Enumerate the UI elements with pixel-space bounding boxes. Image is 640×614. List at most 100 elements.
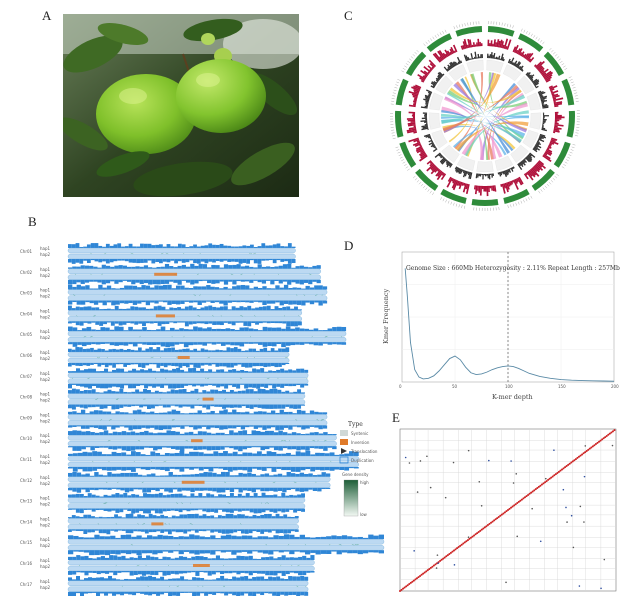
density-bar	[212, 472, 217, 477]
density-bar	[339, 454, 345, 456]
circos-gene-bar	[483, 185, 485, 192]
density-bar	[270, 267, 275, 269]
density-bar	[116, 467, 122, 470]
density-bar	[115, 349, 120, 352]
circos-tick	[504, 23, 506, 27]
collinear-point	[500, 513, 503, 516]
density-bar	[228, 369, 233, 373]
circos-gene-bar	[535, 163, 544, 171]
density-bar	[244, 265, 250, 269]
density-bar	[305, 550, 311, 555]
density-bar	[202, 431, 207, 436]
circos-gene-bar	[506, 39, 512, 50]
circos-repeat-bar	[470, 58, 472, 60]
density-bar	[183, 514, 188, 519]
circos-gene-bar	[517, 48, 523, 55]
density-bar	[184, 467, 190, 469]
density-bar	[171, 425, 176, 428]
collinear-point	[528, 492, 531, 495]
density-bar	[177, 265, 182, 269]
density-bar	[257, 536, 263, 540]
density-bar	[102, 425, 107, 430]
density-bar	[90, 363, 94, 365]
density-bar	[262, 411, 267, 415]
density-bar	[158, 391, 163, 394]
density-bar	[124, 578, 129, 581]
density-bar	[140, 259, 144, 263]
circos-tick	[554, 54, 558, 57]
density-bar	[210, 389, 215, 394]
density-bar	[293, 495, 298, 498]
circos-gene-bar	[518, 176, 524, 185]
chromosome-label: Chr11	[20, 457, 33, 462]
density-bar	[241, 495, 246, 498]
circos-gene-bar	[529, 168, 537, 176]
density-bar	[210, 404, 215, 407]
circos-gene-bar	[465, 183, 469, 190]
density-bar	[261, 508, 266, 513]
circos-gene-bar	[431, 66, 434, 70]
scatter-point	[515, 473, 518, 475]
density-bar	[260, 446, 265, 451]
density-bar	[68, 279, 73, 285]
density-bar	[247, 550, 253, 554]
density-bar	[226, 404, 230, 408]
circos-tick	[523, 29, 526, 33]
hap-label: hap1	[40, 454, 51, 459]
circos-repeat-bar	[473, 56, 476, 59]
density-bar	[266, 425, 271, 429]
chromosome-label: Chr14	[20, 519, 33, 524]
density-bar	[179, 451, 185, 456]
circos-tick	[392, 95, 396, 97]
circos-tick	[395, 84, 399, 86]
density-bar	[119, 494, 124, 498]
density-bar	[281, 404, 286, 409]
density-bar	[166, 244, 171, 248]
density-bar	[130, 431, 136, 436]
synteny-link	[305, 377, 308, 380]
density-bar	[117, 446, 122, 449]
density-bar	[124, 591, 129, 594]
density-bar	[168, 550, 174, 553]
density-bar	[253, 493, 258, 498]
chromosome-label: Chr15	[20, 540, 33, 545]
circos-repeat-bar	[428, 139, 433, 143]
circos-repeat-bar	[514, 63, 518, 67]
density-bar	[271, 342, 277, 347]
density-bar	[87, 514, 92, 519]
density-bar	[210, 508, 215, 512]
density-bar	[190, 508, 195, 511]
circos-gc-track	[529, 112, 542, 130]
density-bar	[99, 536, 105, 540]
density-bar	[193, 326, 198, 332]
density-bar	[102, 529, 107, 534]
circos-repeat-bar	[542, 115, 549, 117]
density-bar	[282, 279, 288, 282]
density-bar	[76, 425, 81, 427]
density-bar	[183, 536, 190, 540]
density-bar	[82, 363, 87, 366]
circos-tick	[570, 149, 574, 151]
circos-gene-bar	[532, 166, 538, 173]
density-bar	[229, 508, 234, 513]
circos-gene-bar	[545, 78, 551, 83]
density-bar	[289, 571, 294, 573]
density-bar	[293, 404, 298, 409]
density-bar	[295, 451, 301, 456]
density-bar	[85, 300, 90, 303]
density-bar	[231, 535, 237, 540]
density-bar	[166, 494, 171, 498]
synteny-link	[199, 294, 201, 296]
density-bar	[68, 383, 73, 389]
collinear-point	[533, 489, 536, 492]
density-bar	[184, 446, 189, 449]
circos-gene-bar	[544, 74, 553, 81]
circos-tick	[568, 76, 572, 79]
circos-tick	[564, 161, 568, 164]
collinear-point	[466, 539, 469, 542]
density-bar	[202, 446, 207, 450]
density-bar	[292, 413, 297, 415]
circos-tick	[575, 132, 579, 134]
density-bar	[233, 496, 238, 498]
density-bar	[160, 383, 165, 388]
